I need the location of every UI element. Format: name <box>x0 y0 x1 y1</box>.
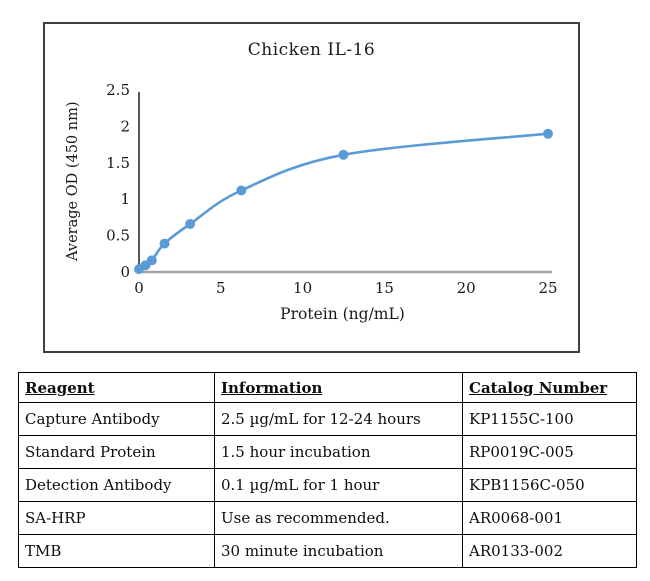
data-point-marker <box>146 255 157 266</box>
table-cell: Capture Antibody <box>18 402 215 436</box>
table-row: Detection Antibody 0.1 µg/mL for 1 hour KP… <box>18 468 637 502</box>
data-point-marker <box>236 185 247 196</box>
y-tick-label: 2.5 <box>106 81 130 99</box>
table-cell: Use as recommended. <box>214 501 463 535</box>
column-header: Catalog Number <box>462 372 637 403</box>
data-point-marker <box>185 219 196 229</box>
y-tick-label: 1.5 <box>106 154 130 172</box>
table-cell: AR0133-002 <box>462 534 637 568</box>
table-cell: 2.5 µg/mL for 12-24 hours <box>214 402 463 436</box>
table-cell: Detection Antibody <box>18 468 215 502</box>
data-point-marker <box>543 128 553 139</box>
x-tick-label: 20 <box>457 279 476 297</box>
table-row: TMB 30 minute incubation AR0133-002 <box>18 534 637 568</box>
column-header: Information <box>214 372 463 403</box>
x-tick-label: 25 <box>538 279 557 297</box>
table-cell: TMB <box>18 534 215 568</box>
table-cell: Standard Protein <box>18 435 215 469</box>
x-tick-label: 5 <box>216 279 226 297</box>
y-tick-label: 0.5 <box>106 227 130 245</box>
table-cell: 30 minute incubation <box>214 534 463 568</box>
reagent-table: Reagent Information Catalog Number Capture… <box>18 372 637 568</box>
table-cell: KPB1156C-050 <box>462 468 637 502</box>
table-cell: AR0068-001 <box>462 501 637 535</box>
table-cell: KP1155C-100 <box>462 402 637 436</box>
chart-title: Chicken IL-16 <box>247 40 376 60</box>
table-row: Standard Protein 1.5 hour incubation RP001… <box>18 435 637 469</box>
reagent-table-header: Reagent Information Catalog Number <box>18 372 637 403</box>
table-cell: RP0019C-005 <box>462 435 637 469</box>
header-row: Reagent Information Catalog Number <box>18 372 637 403</box>
line-plot: 0 0.5 1 1.5 2 2.5 0 5 10 15 20 25 <box>106 81 557 297</box>
table-row: SA-HRP Use as recommended. AR0068-001 <box>18 501 637 535</box>
standard-curve-chart-panel: Chicken IL-16 Average OD (450 nm) 0 0.5 1 1… <box>43 22 580 353</box>
x-axis-label: Protein (ng/mL) <box>280 305 405 323</box>
y-tick-label: 2 <box>120 117 130 135</box>
y-tick-label: 1 <box>120 190 130 208</box>
table-row: Capture Antibody 2.5 µg/mL for 12-24 hour… <box>18 402 637 436</box>
table-cell: SA-HRP <box>18 501 215 535</box>
table-cell: 0.1 µg/mL for 1 hour <box>214 468 463 502</box>
data-point-marker <box>159 238 170 249</box>
data-point-marker <box>338 149 349 160</box>
x-tick-label: 0 <box>134 279 144 297</box>
y-tick-label: 0 <box>120 263 130 281</box>
column-header: Reagent <box>18 372 215 403</box>
x-tick-label: 15 <box>375 279 394 297</box>
reagent-table-body: Capture Antibody 2.5 µg/mL for 12-24 hour… <box>18 402 637 568</box>
x-tick-label: 10 <box>293 279 312 297</box>
table-cell: 1.5 hour incubation <box>214 435 463 469</box>
